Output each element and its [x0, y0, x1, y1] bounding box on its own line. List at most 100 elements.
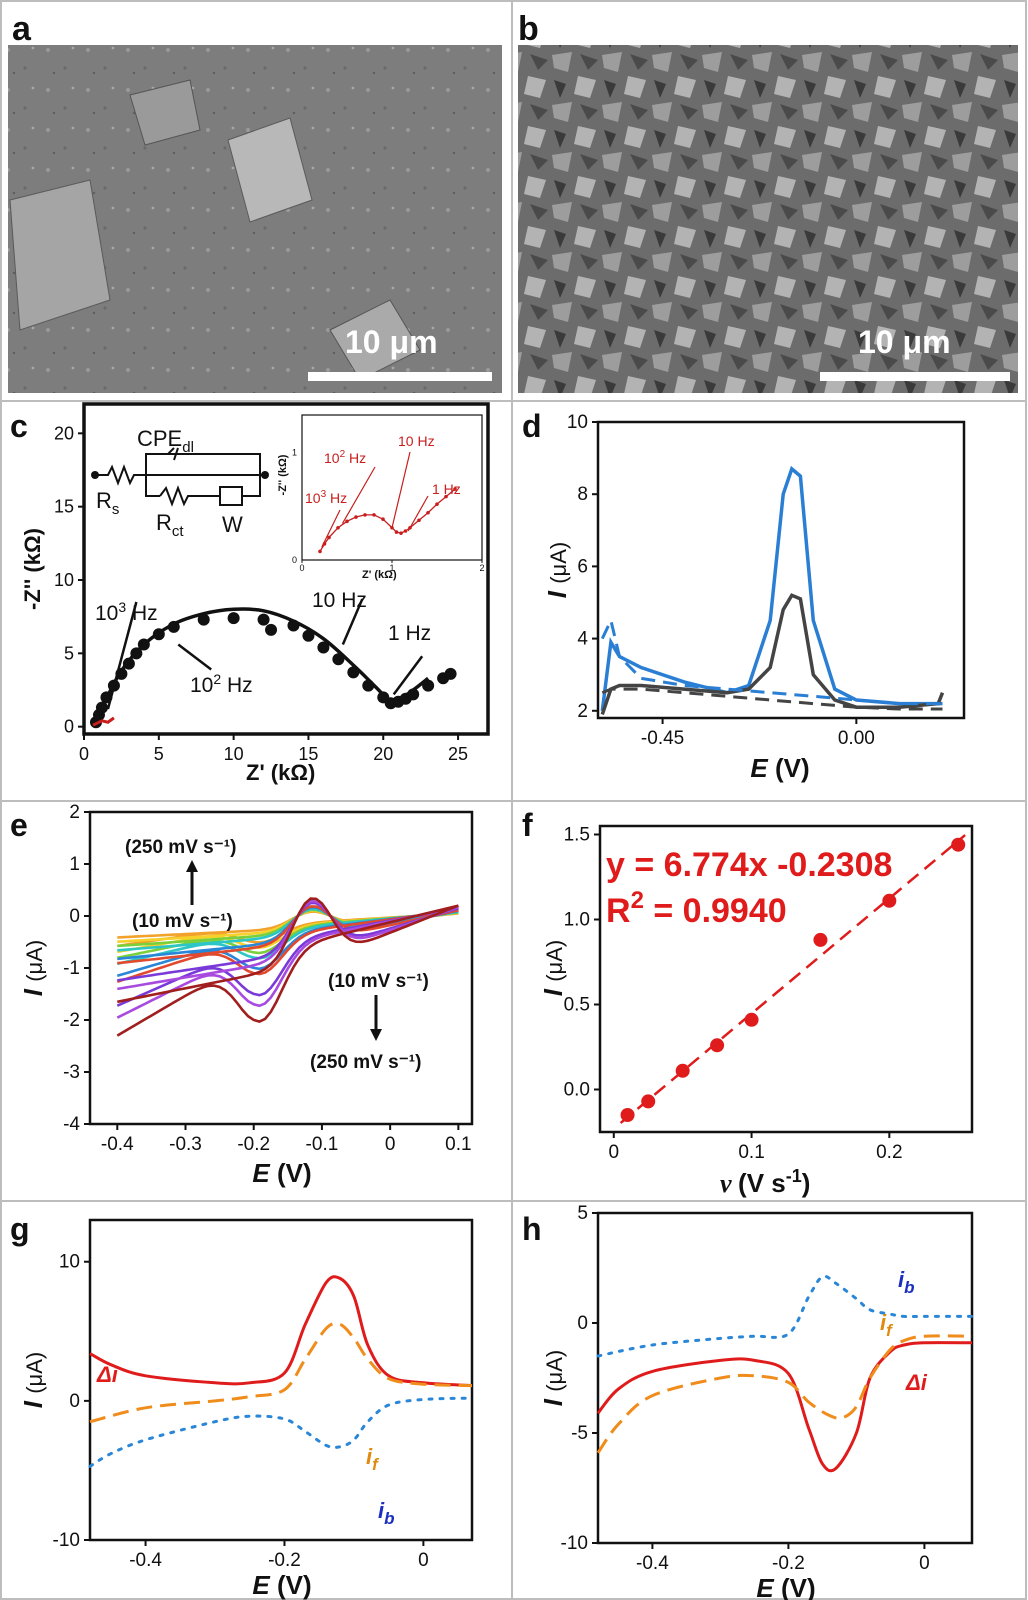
cv-curve: [116, 905, 459, 984]
y-tick-label: 0.0: [564, 1080, 590, 1101]
inset-x-tick-label: 0: [299, 563, 304, 573]
panel-letter-c: c: [10, 408, 28, 444]
y-tick-label: 10: [59, 1252, 80, 1273]
annotation-label: (250 mV s⁻¹): [310, 1052, 421, 1073]
plot-frame: [596, 420, 966, 720]
plot-frame: [88, 1218, 474, 1542]
inset-annotation-label: 10 Hz: [398, 433, 435, 449]
x-tick-label: -0.45: [641, 728, 684, 749]
inset-frame: [301, 414, 483, 561]
x-tick-label: 25: [448, 744, 468, 764]
chart-e: -0.4 -0.3 -0.2 -0.1 0 0.1 -4 -3 -2 -1 0 1 2 (250 mV s…: [18, 802, 474, 1188]
sem-image-b: [518, 45, 1018, 393]
plot-frame: [82, 402, 490, 736]
series-line: [596, 1334, 973, 1454]
data-point: [122, 657, 135, 670]
inset-y-tick-label: 1: [292, 448, 297, 458]
x-axis-label: E (V): [252, 1570, 311, 1600]
cpe-element: [167, 447, 179, 461]
series-line: [89, 1321, 473, 1424]
y-tick-label: 2: [69, 802, 80, 823]
y-tick-label: 15: [54, 497, 74, 517]
y-tick-label: 0.5: [564, 995, 590, 1016]
annotation-label: (10 mV s⁻¹): [132, 911, 233, 932]
y-tick-label: -10: [561, 1533, 588, 1554]
data-point: [444, 667, 457, 680]
inset-leader: [407, 495, 429, 532]
x-tick-label: 0: [385, 1134, 396, 1155]
panel-a: a 10 μm: [8, 10, 502, 393]
x-tick-label: -0.3: [169, 1134, 202, 1155]
y-tick-label: 1.0: [564, 910, 590, 931]
panel-letter-h: h: [522, 1211, 542, 1247]
annotation-leader: [177, 643, 212, 671]
y-tick-label: 0: [69, 1391, 80, 1412]
data-point: [813, 932, 828, 947]
panel-b: b 10 μm: [518, 10, 1018, 393]
series-line: [600, 465, 943, 712]
data-point: [152, 628, 165, 641]
data-point: [675, 1063, 690, 1078]
circuit-label-rs: Rs: [96, 488, 119, 518]
y-tick-label: 0: [64, 717, 74, 737]
circuit-node: [261, 471, 269, 479]
y-tick-label: -5: [571, 1423, 588, 1444]
y-tick-label: 10: [54, 570, 74, 590]
inset-trace-overlay: [92, 716, 115, 727]
circuit-label-w: W: [222, 512, 243, 537]
x-tick-label: 20: [373, 744, 393, 764]
annotation-label: (10 mV s⁻¹): [328, 971, 429, 992]
x-tick-label: 0.1: [445, 1134, 471, 1155]
inset-leader: [391, 451, 411, 528]
data-point: [422, 679, 435, 692]
annotation-arrowhead: [370, 1029, 382, 1041]
x-tick-label: 10: [224, 744, 244, 764]
cv-curve: [116, 899, 459, 1019]
y-axis-label: I (μA): [18, 940, 48, 996]
x-tick-label: 0.2: [876, 1142, 902, 1163]
plot-frame: [598, 824, 974, 1134]
y-tick-label: 1: [69, 854, 80, 875]
data-point: [407, 688, 420, 701]
data-point: [744, 1012, 759, 1027]
series-line: [89, 1275, 473, 1388]
x-tick-label: -0.4: [636, 1553, 669, 1574]
annotation-leader: [106, 601, 138, 710]
scale-bar-a: [308, 372, 492, 381]
series-label: Δi: [96, 1362, 119, 1387]
y-tick-label: 2: [577, 701, 588, 722]
y-axis-label: I (μA): [538, 940, 568, 996]
series-line: [596, 1274, 974, 1358]
circuit-wire: [242, 474, 265, 497]
inset-y-tick-label: 0: [292, 555, 297, 565]
data-point: [265, 623, 278, 636]
y-tick-label: 4: [577, 629, 588, 650]
scale-bar-b: [820, 372, 1010, 381]
y-tick-label: -2: [63, 1010, 80, 1031]
plot-frame: [596, 1211, 974, 1545]
annotation-leader: [392, 655, 424, 696]
chart-f: 0 0.1 0.2 0.0 0.5 1.0 1.5 y = 6.774x -0.2308R2 …: [538, 824, 974, 1198]
data-point: [227, 612, 240, 625]
x-tick-label: -0.2: [268, 1550, 301, 1571]
data-point: [882, 893, 897, 908]
crystal-shape: [129, 79, 201, 146]
panel-letter-e: e: [10, 807, 28, 843]
annotation-label: (250 mV s⁻¹): [125, 837, 236, 858]
panel-letter-d: d: [522, 408, 542, 444]
x-axis-label: E (V): [750, 753, 809, 783]
chart-g: -0.4 -0.2 0 -10 0 10 Δi if ib I (μA) E (V): [18, 1218, 474, 1600]
inset-x-tick-label: 1: [389, 563, 394, 573]
x-tick-label: 0: [608, 1142, 619, 1163]
data-point: [362, 679, 375, 692]
scale-bar-label-a: 10 μm: [345, 324, 438, 360]
chart-d: -0.45 0.00 2 4 6 8 10 I (μA) E (V): [542, 412, 966, 783]
r-squared-label: R2 = 0.9940: [606, 887, 787, 930]
x-tick-label: -0.4: [129, 1550, 162, 1571]
data-point: [302, 629, 315, 642]
series-line: [88, 1396, 474, 1468]
x-tick-label: 5: [154, 744, 164, 764]
